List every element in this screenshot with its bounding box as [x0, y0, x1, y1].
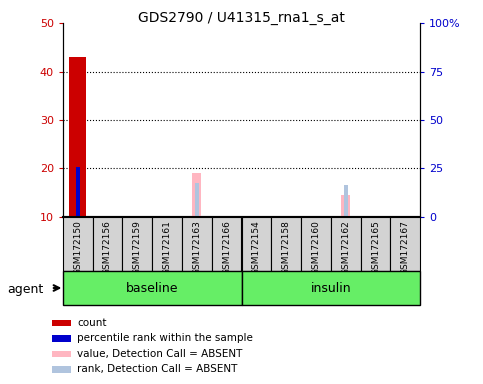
Text: count: count — [77, 318, 107, 328]
Text: value, Detection Call = ABSENT: value, Detection Call = ABSENT — [77, 349, 243, 359]
Bar — [52, 319, 71, 326]
Bar — [242, 271, 420, 305]
Bar — [271, 217, 301, 271]
Bar — [182, 217, 212, 271]
Bar — [70, 57, 86, 217]
Text: rank, Detection Call = ABSENT: rank, Detection Call = ABSENT — [77, 364, 238, 374]
Text: agent: agent — [7, 283, 43, 296]
Bar — [63, 217, 93, 271]
Bar — [301, 217, 331, 271]
Bar — [344, 185, 348, 217]
Text: GSM172166: GSM172166 — [222, 220, 231, 275]
Bar — [76, 167, 80, 217]
Bar — [192, 173, 201, 217]
Bar — [341, 195, 350, 217]
Text: GSM172150: GSM172150 — [73, 220, 82, 275]
Text: baseline: baseline — [126, 281, 178, 295]
Bar — [390, 217, 420, 271]
Text: GSM172159: GSM172159 — [133, 220, 142, 275]
Text: GSM172158: GSM172158 — [282, 220, 291, 275]
Bar — [361, 217, 390, 271]
Bar — [63, 271, 242, 305]
Text: GSM172160: GSM172160 — [312, 220, 320, 275]
Text: GSM172156: GSM172156 — [103, 220, 112, 275]
Bar — [152, 217, 182, 271]
Bar — [93, 217, 122, 271]
Text: GSM172167: GSM172167 — [401, 220, 410, 275]
Text: GSM172165: GSM172165 — [371, 220, 380, 275]
Text: percentile rank within the sample: percentile rank within the sample — [77, 333, 254, 344]
Bar — [212, 217, 242, 271]
Text: GDS2790 / U41315_rna1_s_at: GDS2790 / U41315_rna1_s_at — [138, 11, 345, 25]
Bar — [52, 351, 71, 357]
Text: GSM172161: GSM172161 — [163, 220, 171, 275]
Bar — [331, 217, 361, 271]
Text: insulin: insulin — [311, 281, 351, 295]
Bar — [242, 217, 271, 271]
Bar — [122, 217, 152, 271]
Text: GSM172154: GSM172154 — [252, 220, 261, 275]
Text: GSM172162: GSM172162 — [341, 220, 350, 275]
Bar — [52, 366, 71, 373]
Bar — [195, 183, 199, 217]
Text: GSM172163: GSM172163 — [192, 220, 201, 275]
Bar — [52, 335, 71, 342]
